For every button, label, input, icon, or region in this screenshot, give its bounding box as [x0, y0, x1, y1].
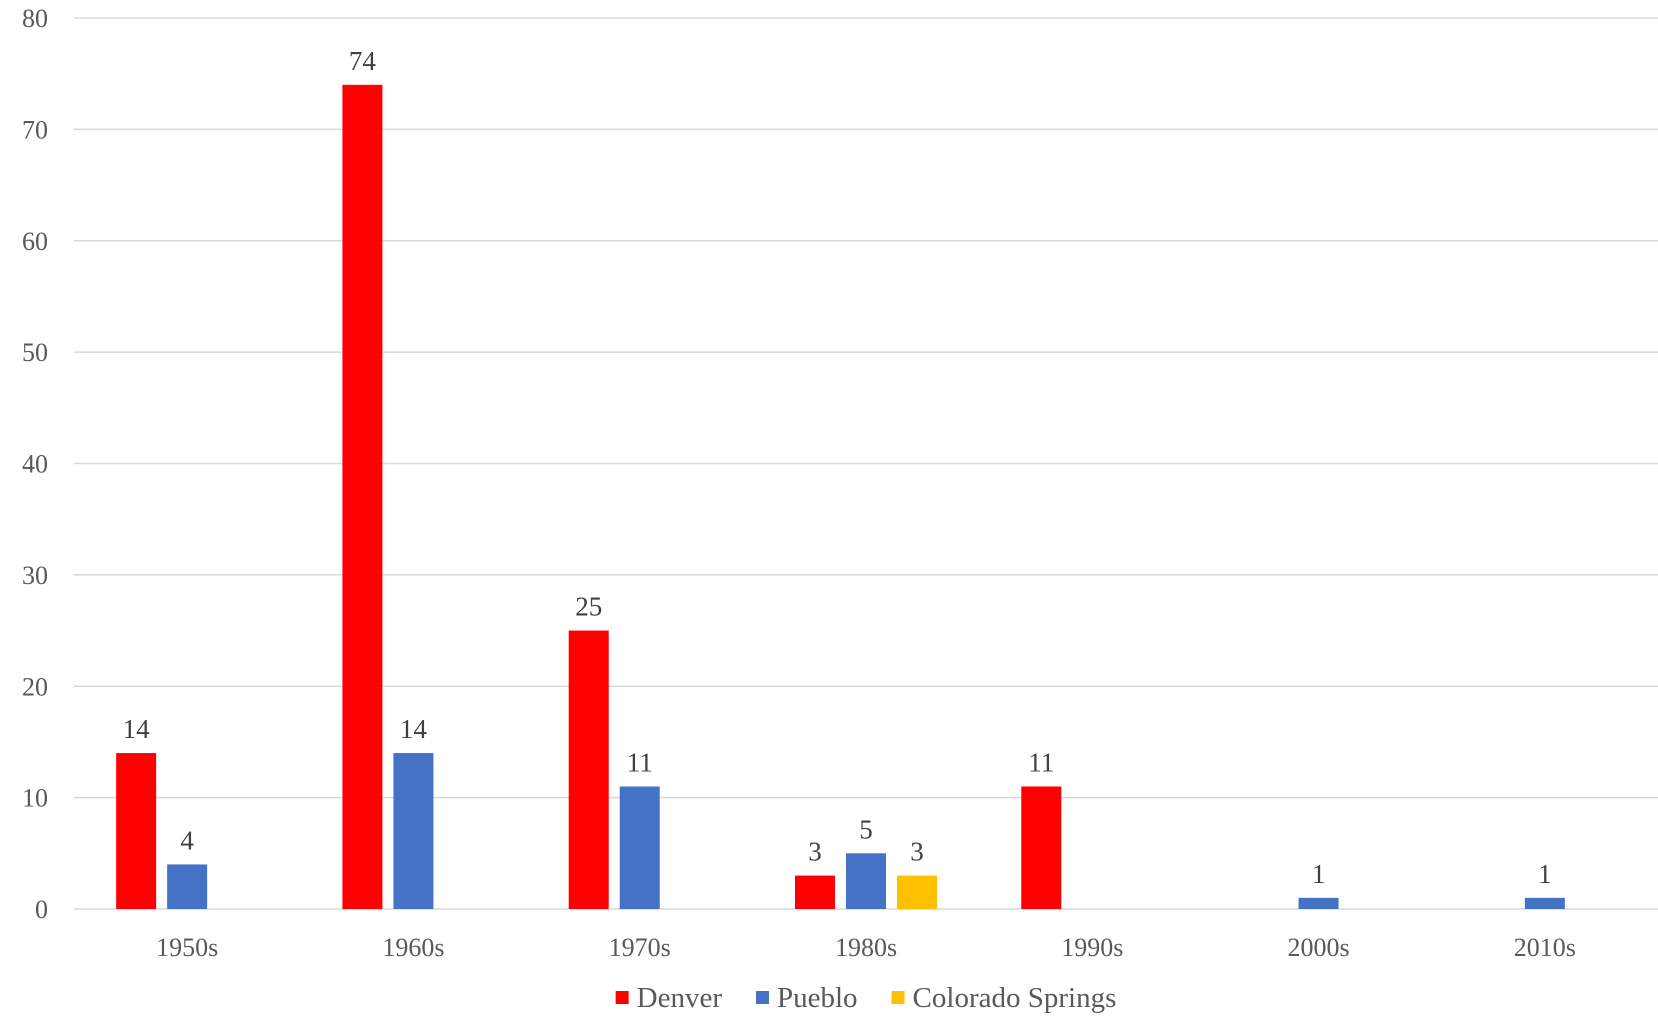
bar-denver [1021, 786, 1062, 909]
bar-denver [342, 84, 383, 909]
legend-swatch-pueblo [755, 991, 769, 1004]
bar-pueblo [619, 786, 660, 909]
y-tick-label: 60 [22, 227, 48, 256]
x-tick-label: 1960s [382, 933, 444, 962]
x-tick-label: 1980s [835, 933, 897, 962]
data-label-pueblo: 1 [1538, 859, 1552, 889]
bar-pueblo [393, 753, 434, 909]
y-tick-label: 40 [22, 450, 48, 479]
data-label-denver: 11 [1028, 747, 1054, 777]
y-tick-label: 50 [22, 338, 48, 367]
y-tick-label: 70 [22, 115, 48, 144]
data-label-pueblo: 1 [1312, 859, 1326, 889]
bar-pueblo [1298, 897, 1339, 909]
bar-denver [568, 630, 609, 909]
bar-pueblo [1524, 897, 1565, 909]
data-label-pueblo: 14 [400, 714, 428, 744]
legend-label: Pueblo [777, 982, 858, 1014]
bar-denver [116, 753, 157, 909]
x-tick-label: 1990s [1061, 933, 1123, 962]
bar-denver [795, 875, 835, 909]
x-tick-label: 1970s [609, 933, 671, 962]
y-tick-label: 0 [35, 895, 48, 924]
bars [116, 84, 1565, 909]
bar-pueblo [167, 864, 208, 909]
data-label-colorado-springs: 3 [910, 837, 924, 867]
x-tick-label: 1950s [156, 933, 218, 962]
data-label-pueblo: 5 [859, 814, 873, 844]
y-axis-tick-labels: 0 10 20 30 40 50 60 70 80 [22, 4, 48, 924]
data-label-denver: 14 [123, 714, 151, 744]
y-tick-label: 80 [22, 4, 48, 33]
legend-swatch-colorado-springs [891, 991, 905, 1004]
gridlines [74, 17, 1658, 910]
x-tick-label: 2000s [1288, 933, 1350, 962]
y-tick-label: 10 [22, 784, 48, 813]
legend-label: Denver [637, 982, 723, 1014]
y-tick-label: 20 [22, 672, 48, 701]
x-axis-tick-labels: 1950s 1960s 1970s 1980s 1990s 2000s 2010s [156, 933, 1576, 962]
y-tick-label: 30 [22, 561, 48, 590]
data-label-denver: 3 [808, 837, 822, 867]
data-label-denver: 25 [575, 592, 602, 622]
legend: Denver Pueblo Colorado Springs [615, 982, 1117, 1014]
legend-label: Colorado Springs [913, 982, 1117, 1014]
bar-pueblo [846, 853, 886, 909]
x-tick-label: 2010s [1514, 933, 1576, 962]
legend-swatch-denver [615, 991, 629, 1004]
bar-colorado-springs [897, 875, 937, 909]
data-label-pueblo: 11 [627, 747, 653, 777]
data-label-denver: 74 [349, 46, 377, 76]
data-label-pueblo: 4 [180, 825, 194, 855]
